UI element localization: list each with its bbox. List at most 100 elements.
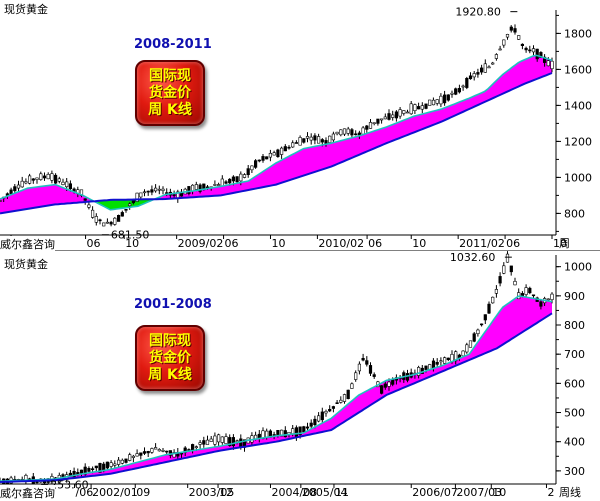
candle-body: [431, 99, 436, 106]
candle-body: [298, 426, 302, 435]
candle-body: [498, 276, 502, 284]
candle-body: [209, 438, 213, 442]
badge-line: 周 K线: [148, 101, 192, 118]
x-tick-label: 06: [506, 237, 520, 250]
candle-body: [546, 60, 550, 67]
badge-line: 周 K线: [148, 366, 192, 383]
candle-body: [139, 452, 143, 456]
candle-body: [250, 165, 254, 171]
x-tick-label: /06: [76, 486, 94, 499]
y-tick-label: 800: [564, 207, 585, 220]
candle-body: [472, 73, 476, 78]
y-tick-label: 1800: [564, 27, 592, 40]
candle-body: [520, 43, 524, 47]
candle-body: [498, 48, 502, 51]
candle-body: [239, 438, 243, 448]
candle-body: [483, 63, 487, 73]
candle-body: [105, 221, 109, 224]
credit-bottom: 威尔鑫咨询: [0, 485, 55, 501]
candle-body: [372, 122, 376, 124]
candle-body: [109, 462, 113, 467]
low-annotation: 681.50: [111, 229, 150, 242]
candle-body: [87, 204, 91, 208]
badge-bottom: 国际现 货金价 周 K线: [135, 325, 205, 391]
candle-body: [79, 469, 84, 474]
candle-body: [479, 323, 484, 326]
candle-body: [135, 453, 139, 457]
x-tick-label: 2007/03: [456, 486, 502, 499]
candle-body: [117, 215, 121, 222]
candle-body: [35, 177, 39, 180]
candle-body: [24, 181, 28, 184]
chart-title-top: 现货黄金: [4, 3, 48, 16]
badge-line: 货金价: [149, 84, 191, 101]
candle-body: [224, 436, 228, 445]
candle-body: [379, 118, 384, 121]
candle-body: [205, 439, 210, 445]
candle-body: [402, 110, 406, 114]
low-annotation: 253.60: [50, 478, 89, 491]
candle-body: [194, 446, 199, 449]
candle-body: [331, 133, 336, 141]
candle-body: [168, 450, 173, 456]
candle-body: [254, 160, 258, 168]
candle-body: [161, 449, 165, 452]
candle-body: [335, 402, 339, 405]
candle-body: [468, 340, 473, 348]
candle-body: [387, 381, 391, 387]
candle-body: [217, 434, 221, 443]
candle-body: [324, 410, 328, 414]
candle-body: [446, 357, 450, 361]
candle-body: [279, 147, 284, 155]
range-label-top: 2008-2011: [134, 37, 212, 52]
candle-body: [194, 184, 199, 190]
candle-body: [139, 192, 143, 198]
candle-body: [50, 173, 54, 181]
candle-body: [539, 301, 543, 307]
candle-body: [113, 463, 117, 466]
candle-body: [68, 183, 72, 190]
candle-body: [350, 383, 354, 389]
candle-body: [368, 122, 373, 129]
candle-body: [298, 137, 302, 146]
candle-body: [335, 131, 339, 135]
candle-body: [31, 178, 35, 181]
x-tick-label: 06: [87, 237, 101, 250]
candle-body: [376, 118, 380, 124]
candle-body: [513, 28, 517, 33]
candle-body: [309, 136, 313, 141]
candle-body: [442, 94, 447, 104]
candle-body: [368, 365, 373, 374]
candle-body: [365, 360, 369, 365]
candle-body: [409, 103, 413, 115]
candle-body: [487, 66, 491, 69]
candle-body: [435, 361, 439, 365]
candle-body: [154, 447, 158, 450]
candle-body: [157, 449, 161, 452]
candle-body: [550, 293, 554, 301]
candle-body: [187, 186, 191, 194]
x-tick-label: 2003/05: [189, 486, 235, 499]
long-moving-average-line: [0, 72, 553, 215]
x-tick-label: 2005/04: [302, 486, 348, 499]
candle-body: [439, 360, 443, 363]
short-moving-average-line: [0, 54, 553, 211]
candle-body: [246, 168, 250, 176]
candle-body: [391, 379, 395, 385]
candle-body: [505, 33, 510, 38]
x-tick-label: 10: [492, 486, 506, 499]
x-tick-label: 2006/07: [412, 486, 458, 499]
candle-body: [235, 440, 239, 443]
candle-body: [94, 465, 98, 469]
candle-body: [513, 280, 517, 286]
candle-body: [124, 458, 128, 463]
candle-body: [546, 298, 550, 301]
candle-body: [20, 180, 24, 188]
candle-body: [91, 468, 95, 471]
candle-body: [509, 26, 513, 31]
ma-gap-fill-bullish: [0, 184, 96, 214]
candle-body: [165, 450, 169, 453]
candle-body: [146, 190, 150, 193]
candle-body: [491, 296, 495, 304]
